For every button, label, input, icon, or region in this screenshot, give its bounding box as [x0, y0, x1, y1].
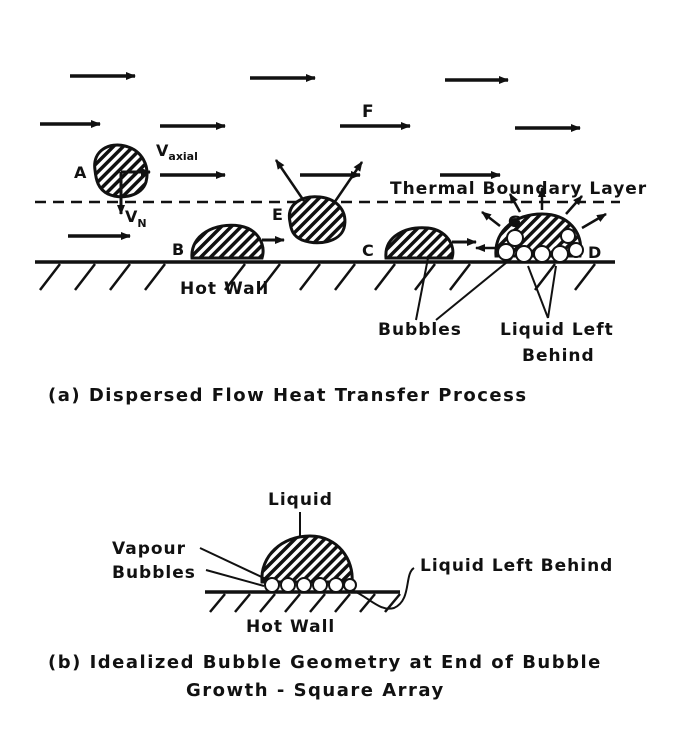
liquid-left-callout	[351, 567, 415, 610]
caption-b-line2: Growth - Square Array	[186, 680, 445, 701]
liquid-left-label-line2: Behind	[522, 346, 595, 366]
liquid-label: Liquid	[268, 490, 333, 510]
point-label-b: B	[172, 240, 184, 259]
droplet-e	[287, 195, 347, 245]
vapour-label-line2: Bubbles	[112, 563, 196, 583]
droplet-c	[384, 226, 455, 260]
droplet-a	[93, 143, 149, 199]
droplet-e-rebound-arrow	[274, 159, 306, 202]
normal-velocity-label: VN	[125, 207, 147, 230]
bubbles-label: Bubbles	[378, 320, 462, 340]
hot-wall-label-a: Hot Wall	[180, 279, 269, 299]
point-label-e: E	[272, 205, 283, 224]
point-label-g: G	[508, 212, 521, 231]
point-label-c: C	[362, 241, 374, 260]
callout-lines-a	[415, 257, 557, 321]
axial-velocity-label: Vaxial	[156, 141, 198, 163]
vapour-label-line1: Vapour	[112, 539, 186, 559]
hot-wall-label-b: Hot Wall	[246, 617, 335, 637]
point-label-a: A	[74, 163, 87, 182]
flow-arrows	[40, 72, 581, 240]
droplet-e-rebound-arrow	[332, 161, 364, 204]
liquid-left-label-line1: Liquid Left	[500, 320, 614, 340]
hot-wall-hatching	[39, 263, 596, 291]
panel-a: F Thermal Boundary Layer Hot Wall A Vaxi…	[35, 72, 647, 406]
droplet-d-ejection-arrows	[475, 187, 607, 252]
boundary-layer-label: Thermal Boundary Layer	[390, 179, 647, 199]
caption-a: (a) Dispersed Flow Heat Transfer Process	[48, 385, 528, 406]
point-label-d: D	[588, 243, 601, 262]
idealized-vapour-bubbles	[264, 577, 357, 593]
flow-label: F	[362, 102, 375, 122]
panel-b: Liquid Vapour Bubbles Liquid Left Behind…	[48, 490, 613, 701]
caption-b-line1: (b) Idealized Bubble Geometry at End of …	[48, 652, 602, 673]
vapour-callout-lines	[199, 547, 269, 587]
liquid-left-label-b: Liquid Left Behind	[420, 556, 613, 576]
point-g-dot	[511, 218, 519, 226]
droplet-b	[190, 223, 265, 260]
idealized-drop	[260, 534, 354, 584]
hot-wall-hatching-b	[209, 593, 401, 613]
droplet-d-vapour-bubbles	[497, 228, 584, 263]
